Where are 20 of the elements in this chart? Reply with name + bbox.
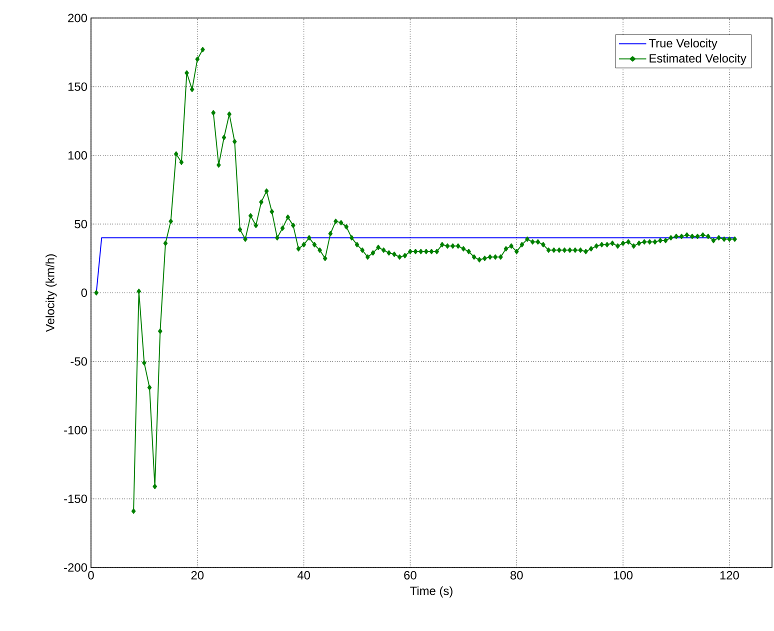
x-axis-title: Time (s) bbox=[410, 586, 452, 598]
y-tick-label: -50 bbox=[70, 357, 88, 366]
y-tick-label: -150 bbox=[64, 494, 88, 504]
y-tick-label: 200 bbox=[68, 14, 88, 22]
y-tick-label: 50 bbox=[74, 220, 88, 228]
y-tick-label: 150 bbox=[68, 82, 88, 91]
legend-label: Estimated Velocity bbox=[650, 54, 746, 65]
y-tick-label: 0 bbox=[81, 288, 88, 297]
legend-label: True Velocity bbox=[648, 38, 718, 50]
x-tick-label: 20 bbox=[191, 571, 204, 580]
x-tick-label: 60 bbox=[404, 571, 416, 580]
y-tick-label: -200 bbox=[64, 563, 88, 572]
x-tick-label: 0 bbox=[88, 571, 94, 580]
y-axis-title: Velocity (km/h) bbox=[46, 254, 57, 332]
x-tick-label: 40 bbox=[297, 571, 310, 580]
y-tick-label: -100 bbox=[64, 426, 88, 434]
x-tick-label: 120 bbox=[720, 571, 739, 580]
y-tick-label: 100 bbox=[68, 151, 88, 160]
x-tick-label: 80 bbox=[510, 571, 523, 580]
x-tick-label: 100 bbox=[614, 571, 633, 580]
